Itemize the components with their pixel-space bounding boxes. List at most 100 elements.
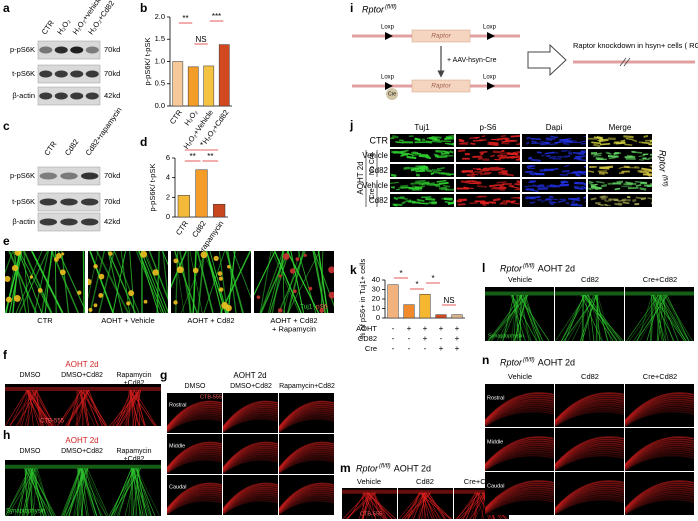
fiber	[598, 172, 605, 176]
loxp-label: Loxp	[381, 75, 395, 81]
fiber	[649, 165, 652, 168]
fiber	[550, 167, 559, 171]
micrograph-content	[524, 180, 586, 192]
section-band	[223, 410, 278, 431]
fiber	[84, 468, 102, 516]
blot-band	[85, 92, 99, 100]
section-band	[279, 417, 334, 433]
column-label: Cd82	[416, 477, 434, 486]
fiber	[583, 166, 586, 168]
micrograph	[167, 393, 222, 433]
micrograph	[279, 475, 334, 515]
fiber	[462, 492, 476, 519]
fiber	[579, 172, 586, 176]
section-band	[485, 408, 554, 427]
section-band	[625, 438, 694, 466]
section-band	[167, 490, 222, 512]
blot-band	[39, 198, 58, 206]
micrograph-content	[5, 251, 85, 313]
section-band	[167, 488, 222, 512]
image-caption: + Rapamycin	[272, 325, 316, 334]
cell	[192, 267, 199, 274]
fiber	[588, 187, 592, 191]
cell	[319, 308, 325, 313]
section-band	[555, 404, 624, 426]
section-band	[167, 494, 222, 514]
fiber	[136, 468, 152, 516]
blot-band	[70, 92, 84, 100]
lane-label: Cd82+rapamycin	[84, 106, 124, 158]
fiber	[78, 468, 88, 516]
section-band	[223, 496, 278, 514]
significance-label: **	[190, 152, 196, 161]
y-axis-label: p-pS6K/ t-pSK	[143, 38, 152, 86]
micrograph	[167, 475, 222, 515]
panel-label: f	[3, 348, 8, 362]
loxp	[385, 82, 393, 90]
section-band	[223, 494, 278, 514]
fiber	[367, 492, 393, 519]
section-band	[625, 396, 694, 423]
fiber	[472, 155, 483, 159]
blot-row-label: β-actin	[12, 217, 35, 226]
section-band	[223, 492, 278, 513]
cell	[303, 253, 307, 257]
fiber	[525, 171, 537, 174]
fiber	[23, 468, 35, 516]
x-tick-label: CTR	[174, 219, 191, 237]
micrograph-content	[390, 134, 454, 146]
condition-name: AOHT	[356, 324, 377, 333]
fiber	[639, 294, 667, 341]
fiber	[563, 137, 572, 141]
fiber	[435, 149, 443, 153]
micrograph	[625, 472, 694, 515]
micrograph	[625, 384, 694, 427]
section-band	[625, 482, 694, 510]
section-band	[167, 416, 222, 433]
section-band	[625, 394, 694, 422]
section-band	[167, 451, 222, 472]
fiber	[8, 251, 37, 313]
micrograph-content	[109, 464, 161, 516]
fiber	[567, 294, 595, 341]
condition-name: CD82	[358, 334, 377, 343]
fiber	[133, 468, 144, 516]
fiber	[203, 251, 226, 313]
fiber	[661, 294, 687, 341]
column-label: DMSO	[20, 372, 42, 379]
cell	[173, 300, 178, 305]
micrograph	[57, 460, 109, 516]
allele: (fl/fl)	[523, 264, 535, 270]
blot	[37, 64, 101, 84]
fiber	[498, 171, 508, 174]
fiber	[637, 294, 653, 341]
fiber	[664, 294, 693, 341]
fiber	[595, 295, 599, 341]
fiber	[403, 166, 410, 170]
blot-size-label: 70kd	[104, 197, 120, 206]
fiber	[595, 157, 604, 161]
section-band	[625, 486, 694, 512]
fiber	[447, 201, 454, 205]
fiber	[632, 198, 637, 203]
section-band	[223, 458, 278, 474]
fiber	[567, 150, 572, 152]
fiber	[571, 294, 595, 341]
gene-box-label: Raptor	[431, 83, 451, 90]
fiber	[16, 468, 28, 516]
section-band	[625, 406, 694, 426]
fiber	[32, 468, 38, 516]
fiber	[637, 169, 646, 173]
fiber	[364, 492, 377, 519]
fiber	[565, 201, 570, 205]
section-band	[279, 443, 334, 470]
fiber	[128, 390, 140, 426]
section-band	[485, 498, 554, 515]
blot-band	[80, 172, 99, 180]
column-label: Cre+Cd82	[643, 372, 677, 381]
fiber	[536, 151, 542, 154]
section-band	[279, 402, 334, 429]
section-band	[223, 414, 278, 432]
fiber	[654, 294, 687, 341]
